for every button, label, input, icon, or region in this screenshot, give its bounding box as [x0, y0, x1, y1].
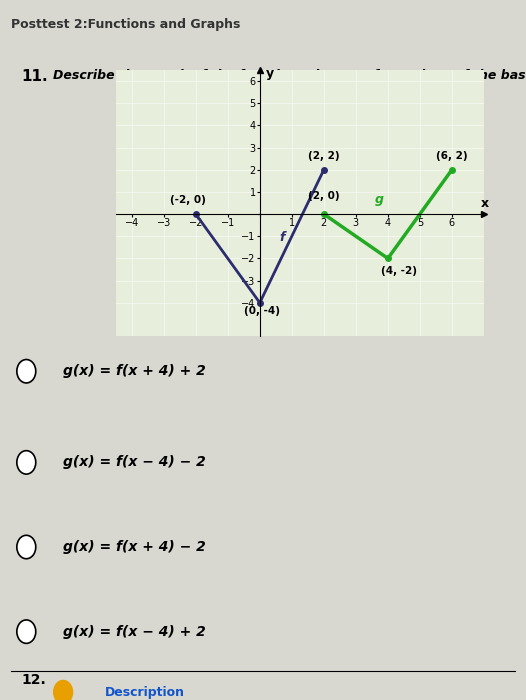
Circle shape — [17, 620, 36, 643]
Circle shape — [17, 536, 36, 559]
Text: x: x — [481, 197, 489, 211]
Text: (0, -4): (0, -4) — [244, 302, 280, 316]
Text: Posttest 2:Functions and Graphs: Posttest 2:Functions and Graphs — [11, 18, 240, 31]
Text: (2, 2): (2, 2) — [308, 150, 339, 167]
Circle shape — [17, 451, 36, 474]
Text: g(x) = f(x + 4) − 2: g(x) = f(x + 4) − 2 — [63, 540, 206, 554]
Text: g(x) = f(x − 4) − 2: g(x) = f(x − 4) − 2 — [63, 456, 206, 470]
Text: 11.: 11. — [21, 69, 48, 83]
Text: g: g — [375, 193, 384, 206]
Circle shape — [54, 680, 73, 700]
Text: f: f — [279, 231, 285, 244]
Text: (6, 2): (6, 2) — [436, 150, 468, 167]
Text: (2, 0): (2, 0) — [308, 190, 339, 211]
Circle shape — [17, 360, 36, 383]
Text: Description: Description — [105, 686, 185, 699]
Text: y: y — [266, 66, 275, 80]
Text: 12.: 12. — [21, 673, 46, 687]
Text: (-2, 0): (-2, 0) — [170, 195, 206, 211]
Text: g(x) = f(x − 4) + 2: g(x) = f(x − 4) + 2 — [63, 624, 206, 638]
Text: g(x) = f(x + 4) + 2: g(x) = f(x + 4) + 2 — [63, 364, 206, 378]
Text: Describe the graph of the function g by transformations of the base function f.: Describe the graph of the function g by … — [53, 69, 526, 81]
Text: (4, -2): (4, -2) — [381, 260, 418, 276]
